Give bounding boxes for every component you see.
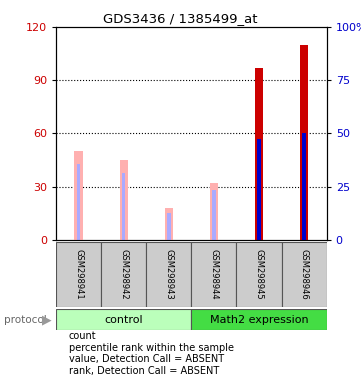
Bar xyxy=(257,139,261,240)
Bar xyxy=(56,309,191,330)
Bar xyxy=(300,45,308,240)
Text: rank, Detection Call = ABSENT: rank, Detection Call = ABSENT xyxy=(69,366,219,376)
Bar xyxy=(236,242,282,307)
Text: GDS3436 / 1385499_at: GDS3436 / 1385499_at xyxy=(103,12,258,25)
Bar xyxy=(191,242,236,307)
Text: GSM298941: GSM298941 xyxy=(74,249,83,300)
Bar xyxy=(146,242,191,307)
Bar xyxy=(74,151,83,240)
Text: Math2 expression: Math2 expression xyxy=(210,314,308,325)
Bar xyxy=(282,242,327,307)
Text: percentile rank within the sample: percentile rank within the sample xyxy=(69,343,234,353)
Bar xyxy=(191,309,327,330)
Text: control: control xyxy=(104,314,143,325)
Bar xyxy=(56,242,101,307)
Bar xyxy=(210,183,218,240)
Bar xyxy=(302,134,306,240)
Bar xyxy=(255,68,263,240)
Bar xyxy=(212,190,216,240)
Text: protocol: protocol xyxy=(4,314,46,325)
Bar xyxy=(167,214,170,240)
Bar xyxy=(77,164,80,240)
Text: GSM298943: GSM298943 xyxy=(164,249,173,300)
Bar xyxy=(165,208,173,240)
Bar xyxy=(101,242,146,307)
Text: count: count xyxy=(69,331,96,341)
Text: value, Detection Call = ABSENT: value, Detection Call = ABSENT xyxy=(69,354,224,364)
Text: ▶: ▶ xyxy=(42,313,51,326)
Bar xyxy=(119,160,128,240)
Bar xyxy=(122,172,126,240)
Text: GSM298946: GSM298946 xyxy=(300,249,309,300)
Text: GSM298944: GSM298944 xyxy=(209,249,218,300)
Text: GSM298945: GSM298945 xyxy=(255,249,264,300)
Text: GSM298942: GSM298942 xyxy=(119,249,128,300)
